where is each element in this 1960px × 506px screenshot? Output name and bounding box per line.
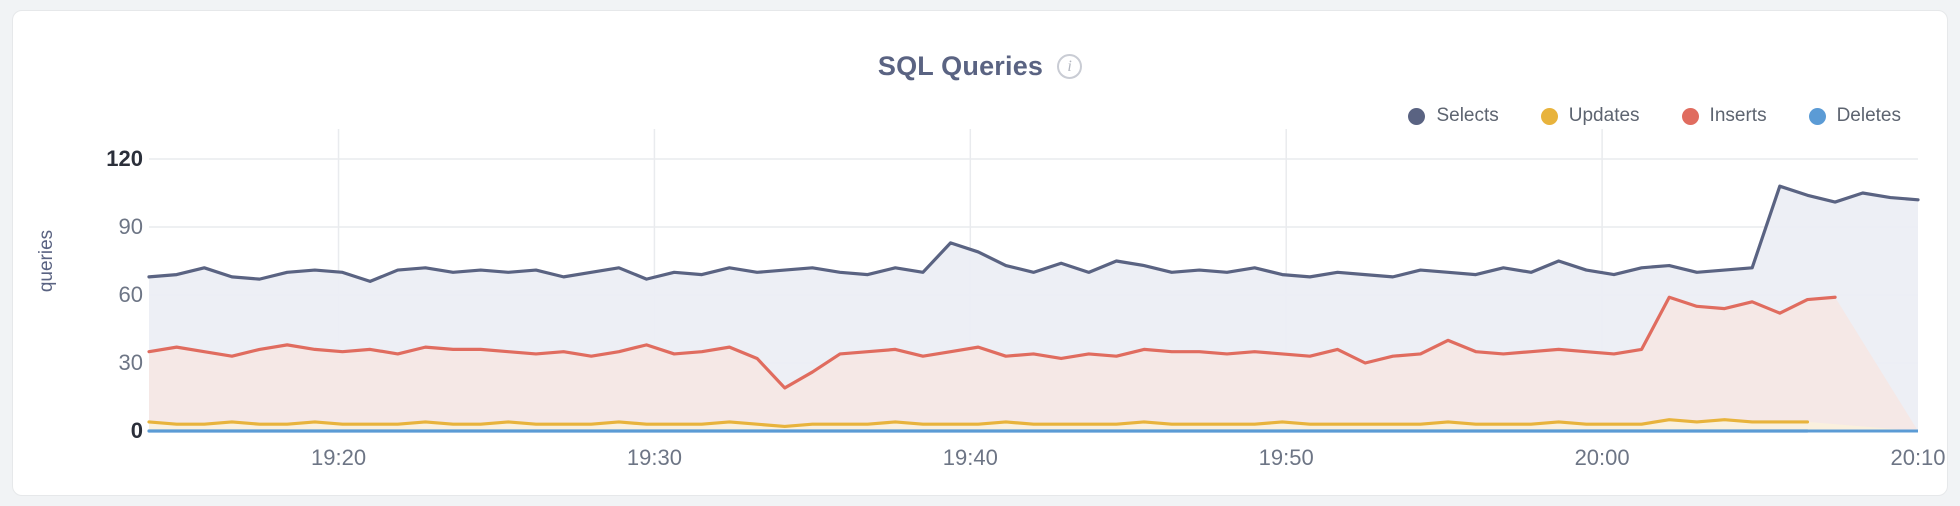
x-tick-label: 19:20 — [311, 445, 367, 470]
y-axis-title: queries — [36, 229, 57, 293]
x-tick-label: 19:50 — [1258, 445, 1314, 470]
x-tick-label: 20:00 — [1574, 445, 1630, 470]
series-area-inserts — [149, 297, 1918, 431]
y-tick-label: 60 — [118, 282, 143, 307]
y-tick-label: 30 — [118, 350, 143, 375]
legend-swatch-inserts-icon — [1681, 107, 1699, 125]
legend-item-updates[interactable]: Updates — [1540, 105, 1640, 127]
legend-label: Inserts — [1709, 105, 1767, 126]
legend-label: Deletes — [1836, 105, 1901, 126]
legend-swatch-selects-icon — [1408, 107, 1426, 125]
y-tick-label: 120 — [106, 146, 143, 171]
chart-svg — [147, 129, 1920, 433]
y-axis-ticks: 0 30 60 90 120 — [73, 11, 143, 495]
legend-label: Updates — [1568, 105, 1640, 126]
legend-item-selects[interactable]: Selects — [1408, 105, 1499, 127]
page-title: SQL Queries — [877, 51, 1044, 81]
legend-item-inserts[interactable]: Inserts — [1681, 105, 1767, 127]
chart-legend: Selects Updates Inserts Deletes — [1408, 105, 1901, 127]
y-tick-label: 0 — [130, 418, 143, 443]
sql-queries-card: SQL Queries i Selects Updates Inserts Delet… — [12, 10, 1948, 496]
y-tick-label: 90 — [118, 214, 143, 239]
legend-label: Selects — [1436, 105, 1499, 126]
x-tick-label: 19:30 — [626, 445, 682, 470]
card-header: SQL Queries i — [13, 51, 1947, 82]
series-line-updates[interactable] — [147, 418, 1810, 429]
legend-item-deletes[interactable]: Deletes — [1808, 105, 1901, 127]
chart-plot-area: queries 0 30 60 90 120 19:20 19:30 19:40 19:50 2… — [13, 11, 1947, 495]
legend-swatch-updates-icon — [1540, 107, 1558, 125]
x-tick-label: 20:10 — [1890, 445, 1946, 470]
series-line-selects[interactable] — [147, 184, 1920, 283]
legend-swatch-deletes-icon — [1808, 107, 1826, 125]
series-line-inserts[interactable] — [147, 295, 1837, 390]
info-icon[interactable]: i — [1057, 54, 1083, 79]
x-tick-label: 19:40 — [942, 445, 998, 470]
